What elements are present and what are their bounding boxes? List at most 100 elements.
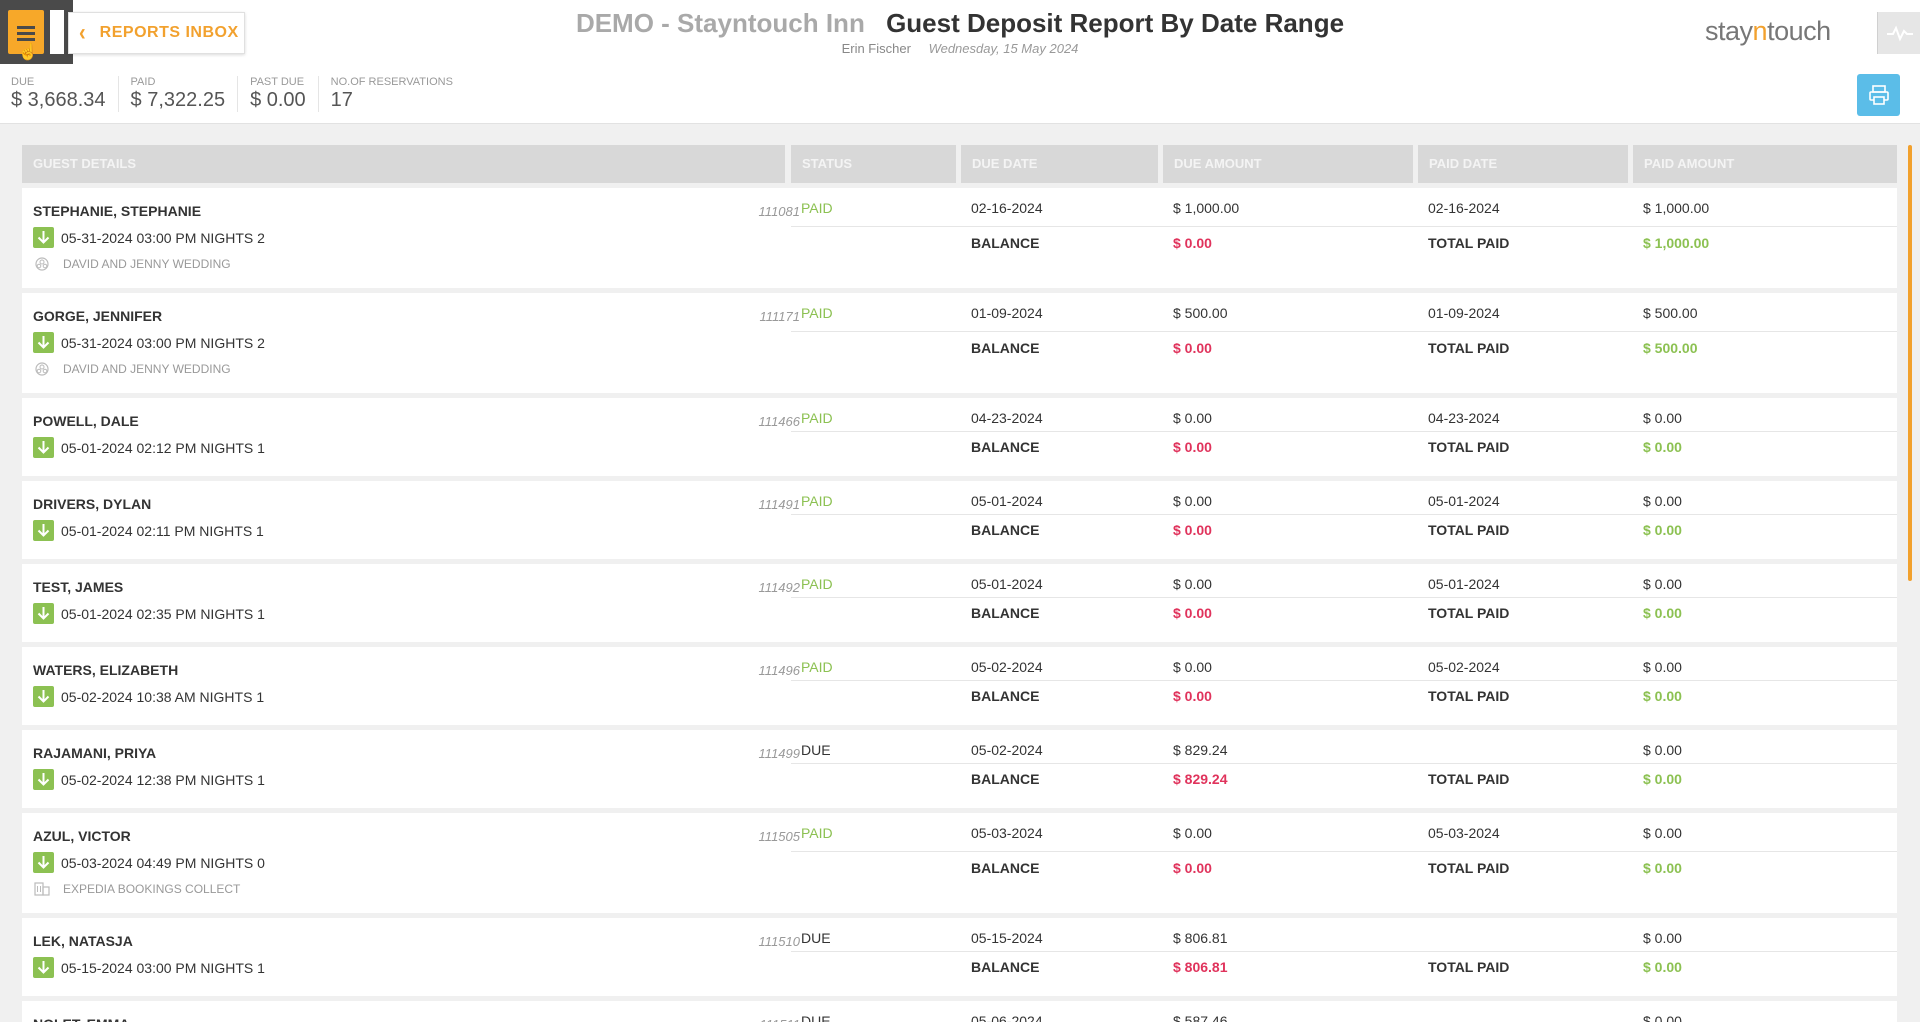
balance-amount: $ 0.00	[1173, 522, 1212, 538]
page-title: DEMO - Stayntouch Inn Guest Deposit Repo…	[0, 8, 1920, 56]
guest-name[interactable]: GORGE, JENNIFER	[33, 308, 163, 324]
paid-amount: $ 0.00	[1643, 742, 1682, 758]
print-button[interactable]	[1857, 74, 1900, 116]
balance-label: BALANCE	[971, 235, 1040, 251]
scrollbar[interactable]	[1908, 145, 1912, 581]
col-due-date[interactable]: DUE DATE	[961, 145, 1158, 183]
paid-date: 05-01-2024	[1428, 493, 1500, 509]
reservation-number[interactable]: 111499	[758, 746, 800, 761]
total-paid-label: TOTAL PAID	[1428, 439, 1510, 455]
table-row[interactable]: LEK, NATASJA 111510 05-15-2024 03:00 PM N…	[22, 918, 1897, 996]
arrival-text: 05-01-2024 02:35 PM NIGHTS 1	[61, 605, 265, 622]
user-name: Erin Fischer	[841, 41, 911, 56]
total-paid-amount: $ 0.00	[1643, 860, 1682, 876]
col-due-amount[interactable]: DUE AMOUNT	[1163, 145, 1413, 183]
total-paid-label: TOTAL PAID	[1428, 605, 1510, 621]
reservation-number[interactable]: 111492	[758, 580, 800, 595]
paid-amount: $ 0.00	[1643, 825, 1682, 841]
guest-name[interactable]: POWELL, DALE	[33, 413, 139, 429]
reservation-number[interactable]: 111466	[758, 414, 800, 429]
summary-due: DUE $ 3,668.34	[11, 76, 119, 112]
total-paid-amount: $ 0.00	[1643, 959, 1682, 975]
guest-name[interactable]: NOLET, EMMA	[33, 1016, 129, 1022]
hamburger-icon[interactable]	[8, 10, 44, 54]
total-paid-label: TOTAL PAID	[1428, 771, 1510, 787]
table-row[interactable]: AZUL, VICTOR 111505 05-03-2024 04:49 PM N…	[22, 813, 1897, 913]
due-date: 01-09-2024	[971, 305, 1043, 321]
group-info: DAVID AND JENNY WEDDING	[33, 257, 231, 271]
balance-label: BALANCE	[971, 340, 1040, 356]
table-row[interactable]: DRIVERS, DYLAN 111491 05-01-2024 02:11 PM…	[22, 481, 1897, 559]
group-info: DAVID AND JENNY WEDDING	[33, 362, 231, 376]
due-date: 05-15-2024	[971, 930, 1043, 946]
balance-label: BALANCE	[971, 959, 1040, 975]
activity-button[interactable]	[1877, 12, 1920, 54]
guest-name[interactable]: TEST, JAMES	[33, 579, 124, 595]
due-amount: $ 0.00	[1173, 576, 1212, 592]
group-name: DAVID AND JENNY WEDDING	[63, 362, 231, 376]
due-amount: $ 0.00	[1173, 659, 1212, 675]
col-guest-details[interactable]: GUEST DETAILS	[22, 145, 785, 183]
reservation-number[interactable]: 111496	[758, 663, 800, 678]
total-paid-label: TOTAL PAID	[1428, 340, 1510, 356]
table-row[interactable]: RAJAMANI, PRIYA 111499 05-02-2024 12:38 P…	[22, 730, 1897, 808]
col-status[interactable]: STATUS	[791, 145, 956, 183]
guest-name[interactable]: LEK, NATASJA	[33, 933, 133, 949]
paid-amount: $ 1,000.00	[1643, 200, 1710, 216]
table-row[interactable]: TEST, JAMES 111492 05-01-2024 02:35 PM NI…	[22, 564, 1897, 642]
reservation-number[interactable]: 111171	[759, 309, 801, 324]
total-paid-amount: $ 0.00	[1643, 439, 1682, 455]
status-badge: PAID	[801, 305, 833, 321]
printer-icon	[1869, 85, 1889, 105]
reports-inbox-button[interactable]: ‹ REPORTS INBOX	[68, 12, 245, 54]
group-icon	[35, 362, 49, 376]
arrival-info: 05-01-2024 02:35 PM NIGHTS 1	[33, 603, 265, 624]
status-badge: PAID	[801, 410, 833, 426]
group-name: DAVID AND JENNY WEDDING	[63, 257, 231, 271]
due-amount: $ 1,000.00	[1173, 200, 1240, 216]
due-amount: $ 806.81	[1173, 930, 1228, 946]
arrival-info: 05-31-2024 03:00 PM NIGHTS 2	[33, 332, 265, 353]
report-date: Wednesday, 15 May 2024	[928, 41, 1079, 56]
table-row[interactable]: NOLET, EMMA 111511DUE 05-06-2024 $ 587.46 $ …	[22, 1001, 1897, 1022]
reservation-number[interactable]: 111511	[722, 1017, 801, 1022]
menu-button[interactable]: ☝	[0, 0, 73, 64]
report-title: Guest Deposit Report By Date Range	[886, 8, 1345, 38]
arrival-info: 05-03-2024 04:49 PM NIGHTS 0	[33, 852, 265, 873]
due-date: 05-02-2024	[971, 659, 1043, 675]
arrival-icon	[33, 227, 54, 248]
total-paid-amount: $ 0.00	[1643, 688, 1682, 704]
paid-date: 05-02-2024	[1428, 659, 1500, 675]
arrival-info: 05-01-2024 02:12 PM NIGHTS 1	[33, 437, 265, 458]
paid-amount: $ 0.00	[1643, 930, 1682, 946]
guest-name[interactable]: STEPHANIE, STEPHANIE	[33, 203, 202, 219]
guest-name[interactable]: WATERS, ELIZABETH	[33, 662, 179, 678]
guest-name[interactable]: RAJAMANI, PRIYA	[33, 745, 157, 761]
balance-amount: $ 0.00	[1173, 860, 1212, 876]
balance-amount: $ 0.00	[1173, 688, 1212, 704]
due-amount: $ 829.24	[1173, 742, 1228, 758]
arrival-info: 05-01-2024 02:11 PM NIGHTS 1	[33, 520, 264, 541]
status-badge: PAID	[801, 493, 833, 509]
paid-amount: $ 0.00	[1643, 576, 1682, 592]
reservation-number[interactable]: 111081	[758, 204, 800, 219]
total-paid-amount: $ 0.00	[1643, 522, 1682, 538]
reservation-number[interactable]: 111510	[758, 934, 800, 949]
table-row[interactable]: GORGE, JENNIFER 111171 05-31-2024 03:00 P…	[22, 293, 1897, 393]
col-paid-date[interactable]: PAID DATE	[1418, 145, 1628, 183]
guest-name[interactable]: DRIVERS, DYLAN	[33, 496, 152, 512]
arrival-icon	[33, 520, 54, 541]
reservation-number[interactable]: 111491	[758, 497, 800, 512]
table-row[interactable]: STEPHANIE, STEPHANIE 111081 05-31-2024 03…	[22, 188, 1897, 288]
reservation-number[interactable]: 111505	[758, 829, 800, 844]
col-paid-amount[interactable]: PAID AMOUNT	[1633, 145, 1897, 183]
balance-label: BALANCE	[971, 688, 1040, 704]
balance-label: BALANCE	[971, 771, 1040, 787]
table-row[interactable]: POWELL, DALE 111466 05-01-2024 02:12 PM N…	[22, 398, 1897, 476]
arrival-text: 05-01-2024 02:12 PM NIGHTS 1	[61, 439, 265, 456]
guest-name[interactable]: AZUL, VICTOR	[33, 828, 131, 844]
arrival-text: 05-03-2024 04:49 PM NIGHTS 0	[61, 854, 265, 871]
status-badge: PAID	[801, 576, 833, 592]
balance-amount: $ 0.00	[1173, 340, 1212, 356]
table-row[interactable]: WATERS, ELIZABETH 111496 05-02-2024 10:38…	[22, 647, 1897, 725]
